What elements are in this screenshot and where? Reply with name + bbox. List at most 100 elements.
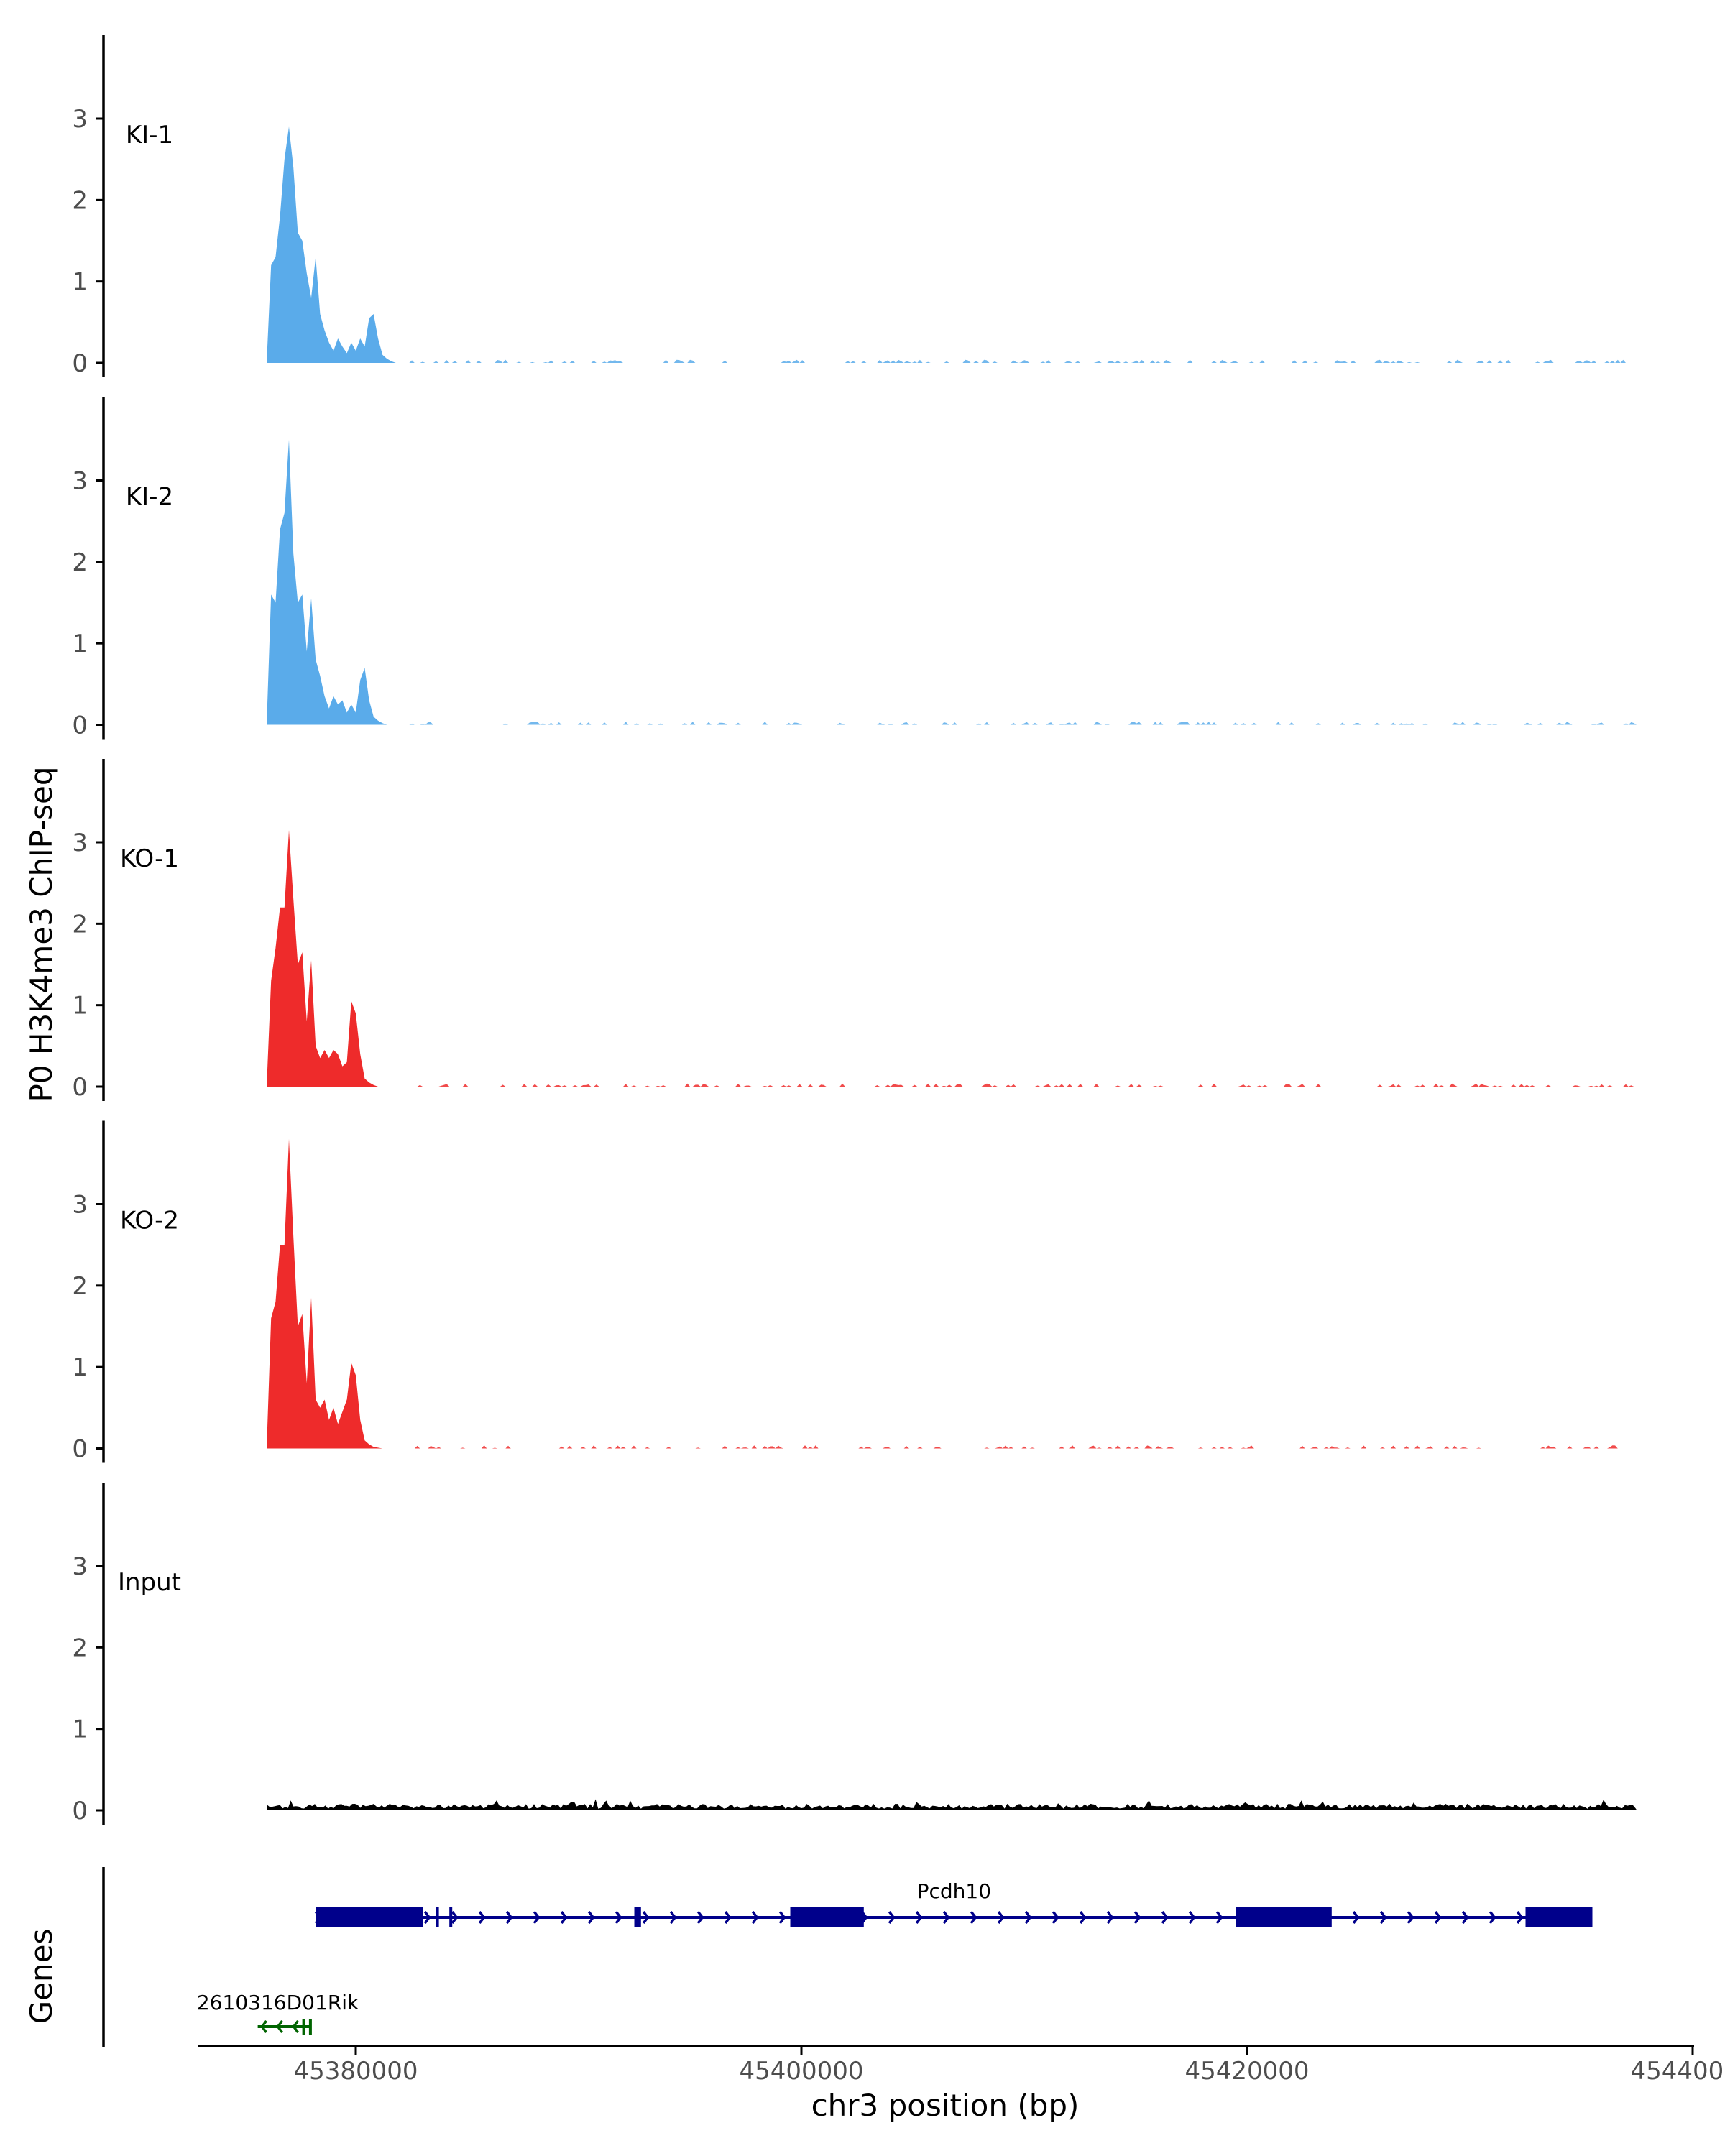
y-tick-label: 3	[72, 829, 88, 857]
sample-label-ko-2: KO-2	[120, 1206, 179, 1235]
x-tick-label: 45400000	[739, 2057, 863, 2086]
strand-arrow	[560, 1910, 568, 1925]
y-tick-label: 3	[72, 105, 88, 134]
y-tick-label: 3	[72, 1552, 88, 1581]
y-tick-label: 2	[72, 186, 88, 215]
x-axis: 45380000 45400000 45420000 45440000	[198, 2045, 1725, 2086]
gene-exon	[302, 2019, 305, 2035]
strand-arrow	[1133, 1910, 1141, 1925]
y-tick-label: 2	[72, 548, 88, 577]
background-signal	[409, 1445, 1637, 1449]
strand-arrow	[276, 2019, 284, 2034]
sample-label-ki-2: KI-2	[126, 482, 173, 511]
sample-label-input: Input	[118, 1568, 181, 1597]
strand-arrow	[478, 1910, 486, 1925]
track-ko-2: 0 1 2 3 KO-2	[72, 1120, 1637, 1464]
gene-exon	[1525, 1907, 1593, 1927]
y-tick-label: 1	[72, 1715, 88, 1744]
strand-arrow	[505, 1910, 513, 1925]
y-tick-label: 1	[72, 992, 88, 1021]
genes-track: Pcdh10 2610316D01Rik	[102, 1867, 1593, 2047]
strand-arrow	[1024, 1910, 1032, 1925]
y-axis-title: P0 H3K4me3 ChIP-seq	[24, 766, 59, 1102]
gene-pcdh10: Pcdh10	[314, 1879, 1593, 1927]
coverage-tracks: 0 1 2 3 KI-1 0 1 2 3 KI-2 0 1 2 3 KO-1 0 1 2 3 KO-2 0 1 2 3 Inpu…	[72, 35, 1637, 1825]
y-tick-label: 2	[72, 910, 88, 939]
background-signal	[267, 1799, 1637, 1810]
track-input: 0 1 2 3 Input	[72, 1483, 1637, 1825]
y-tick-label: 0	[72, 711, 88, 740]
gene-exon	[436, 1907, 439, 1927]
strand-arrow	[970, 1910, 978, 1925]
peak-area	[267, 1138, 410, 1449]
strand-arrow	[1379, 1910, 1387, 1925]
strand-arrow	[997, 1910, 1005, 1925]
gene-exon	[316, 1907, 423, 1927]
strand-arrow	[292, 2019, 300, 2034]
strand-arrow	[642, 1910, 650, 1925]
strand-arrow	[1188, 1910, 1196, 1925]
strand-arrow	[1461, 1910, 1469, 1925]
strand-arrow	[1434, 1910, 1442, 1925]
strand-arrow	[1516, 1910, 1524, 1925]
y-tick-label: 1	[72, 268, 88, 297]
y-tick-label: 0	[72, 1073, 88, 1102]
sample-label-ko-1: KO-1	[120, 844, 179, 873]
strand-arrow	[1407, 1910, 1414, 1925]
gene-exon	[449, 1907, 453, 1927]
strand-arrow	[696, 1910, 704, 1925]
track-ki-2: 0 1 2 3 KI-2	[72, 397, 1637, 740]
y-tick-label: 1	[72, 1353, 88, 1382]
strand-arrow	[1106, 1910, 1114, 1925]
x-tick-label: 45380000	[293, 2057, 418, 2086]
x-axis-title: chr3 position (bp)	[811, 2088, 1080, 2123]
strand-arrow	[1352, 1910, 1360, 1925]
strand-arrow	[751, 1910, 759, 1925]
strand-arrow	[942, 1910, 950, 1925]
background-signal	[409, 722, 1637, 725]
strand-arrow	[724, 1910, 732, 1925]
sample-label-ki-1: KI-1	[126, 121, 173, 149]
strand-arrow	[778, 1910, 786, 1925]
y-tick-label: 3	[72, 467, 88, 496]
peak-area	[267, 439, 410, 725]
peak-area	[267, 830, 410, 1087]
gene-label: Pcdh10	[917, 1879, 991, 1903]
y-tick-label: 2	[72, 1634, 88, 1662]
strand-arrow	[1161, 1910, 1169, 1925]
strand-arrow	[533, 1910, 540, 1925]
track-ko-1: 0 1 2 3 KO-1	[72, 759, 1637, 1102]
strand-arrow	[1079, 1910, 1087, 1925]
gene-exon	[308, 2019, 312, 2035]
strand-arrow	[587, 1910, 595, 1925]
strand-arrow	[423, 1910, 431, 1925]
x-tick-label: 45420000	[1184, 2057, 1309, 2086]
background-signal	[409, 359, 1637, 363]
strand-arrow	[1489, 1910, 1496, 1925]
gene-2610316d01rik: 2610316D01Rik	[197, 1991, 359, 2035]
track-ki-1: 0 1 2 3 KI-1	[72, 35, 1637, 378]
strand-arrow	[669, 1910, 677, 1925]
strand-arrow	[615, 1910, 622, 1925]
y-tick-label: 3	[72, 1191, 88, 1220]
strand-arrow	[1215, 1910, 1223, 1925]
x-tick-label: 45440000	[1630, 2057, 1725, 2086]
gene-exon	[634, 1907, 641, 1927]
gene-label: 2610316D01Rik	[197, 1991, 359, 2014]
peak-area	[267, 126, 410, 364]
y-tick-label: 1	[72, 630, 88, 658]
background-signal	[409, 1083, 1637, 1087]
strand-arrow	[888, 1910, 896, 1925]
y-tick-label: 0	[72, 1435, 88, 1464]
y-tick-label: 0	[72, 1797, 88, 1825]
strand-arrow	[915, 1910, 923, 1925]
y-tick-label: 2	[72, 1272, 88, 1301]
gene-exon	[790, 1907, 864, 1927]
gene-exon	[1236, 1907, 1332, 1927]
strand-arrow	[260, 2019, 268, 2034]
y-tick-label: 0	[72, 349, 88, 378]
strand-arrow	[1052, 1910, 1059, 1925]
genes-track-label: Genes	[24, 1929, 59, 2024]
strand-arrow	[451, 1910, 459, 1925]
